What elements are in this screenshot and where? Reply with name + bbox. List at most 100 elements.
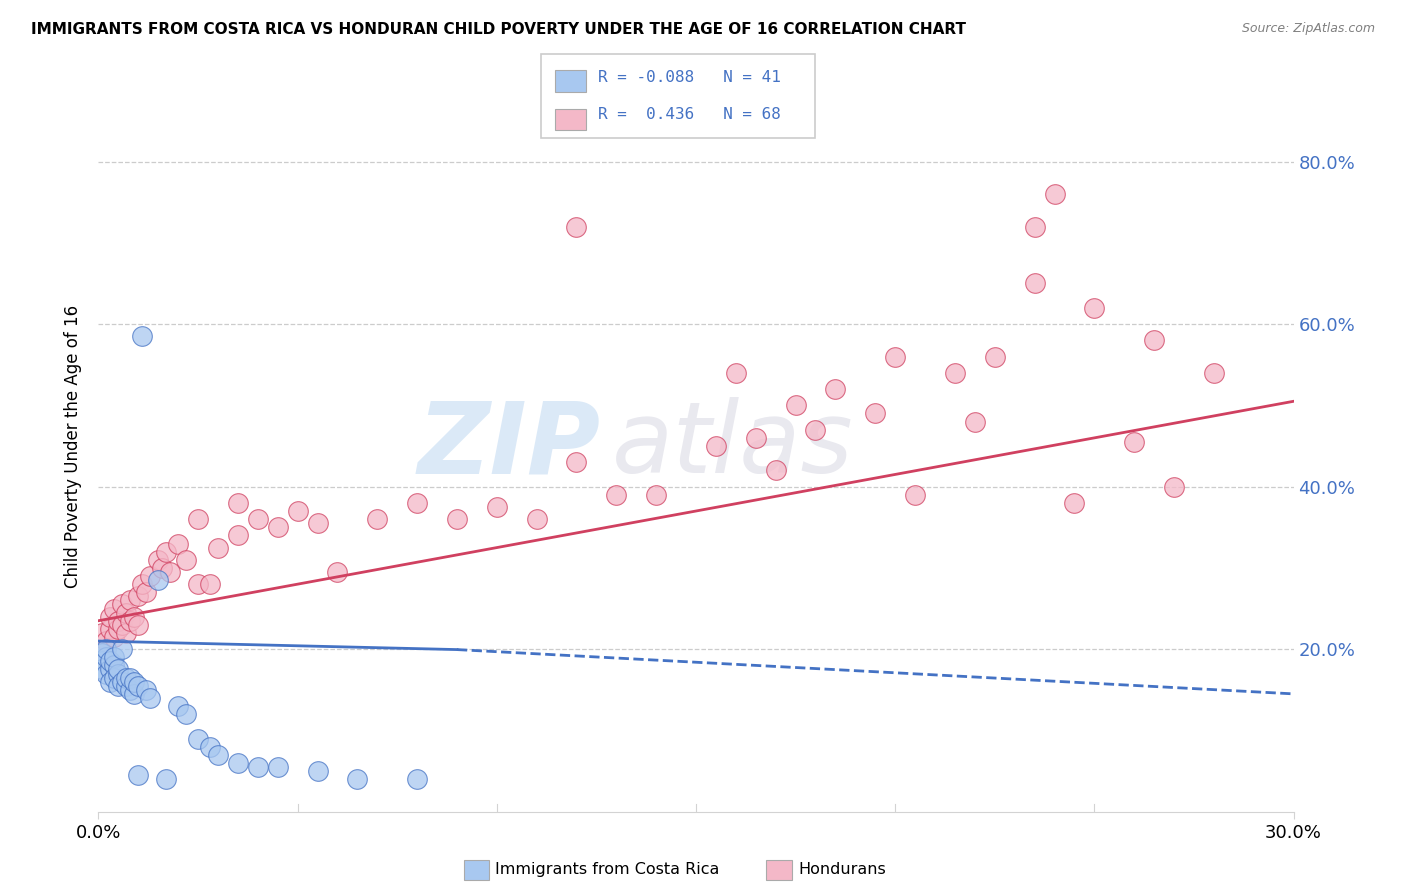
Point <box>96 650 118 665</box>
Point <box>1083 301 1105 315</box>
Point <box>120 593 142 607</box>
Point <box>150 561 173 575</box>
Point <box>96 642 118 657</box>
Point <box>1063 496 1085 510</box>
Point <box>207 541 229 555</box>
Point <box>207 747 229 762</box>
Point <box>148 553 170 567</box>
Point <box>307 516 329 531</box>
Point <box>131 329 153 343</box>
Point <box>167 699 190 714</box>
Point <box>1024 277 1046 291</box>
Point <box>724 366 747 380</box>
Point <box>107 679 129 693</box>
Point <box>804 423 827 437</box>
Point <box>127 679 149 693</box>
Point <box>226 756 249 770</box>
Point <box>111 598 134 612</box>
Point <box>1143 334 1166 348</box>
Point <box>120 682 142 697</box>
Point <box>307 764 329 778</box>
Point <box>98 622 122 636</box>
Point <box>96 634 118 648</box>
Point <box>565 455 588 469</box>
Point <box>904 488 927 502</box>
Point <box>91 663 114 677</box>
Point <box>148 573 170 587</box>
Point <box>174 553 197 567</box>
Point <box>366 512 388 526</box>
Point <box>246 760 269 774</box>
Point <box>127 590 149 604</box>
Point <box>824 382 846 396</box>
Point <box>226 528 249 542</box>
Point <box>1123 434 1146 449</box>
Point <box>111 617 134 632</box>
Point <box>107 614 129 628</box>
Point <box>865 407 887 421</box>
Point <box>98 674 122 689</box>
Point <box>91 646 114 660</box>
Point <box>226 496 249 510</box>
Point <box>406 496 429 510</box>
Point <box>198 577 221 591</box>
Text: IMMIGRANTS FROM COSTA RICA VS HONDURAN CHILD POVERTY UNDER THE AGE OF 16 CORRELA: IMMIGRANTS FROM COSTA RICA VS HONDURAN C… <box>31 22 966 37</box>
Point <box>267 760 290 774</box>
Point <box>127 617 149 632</box>
Point <box>155 544 177 558</box>
Point <box>198 739 221 754</box>
Point <box>103 650 125 665</box>
Point <box>115 679 138 693</box>
Point <box>1202 366 1225 380</box>
Point <box>745 431 768 445</box>
Point <box>155 772 177 787</box>
Point <box>287 504 309 518</box>
Point <box>1024 219 1046 234</box>
Text: ZIP: ZIP <box>418 398 600 494</box>
Text: atlas: atlas <box>613 398 853 494</box>
Text: R =  0.436   N = 68: R = 0.436 N = 68 <box>598 107 780 122</box>
Point <box>96 666 118 681</box>
Point <box>346 772 368 787</box>
Point <box>526 512 548 526</box>
Point <box>98 609 122 624</box>
Point <box>406 772 429 787</box>
Point <box>704 439 727 453</box>
Point <box>446 512 468 526</box>
Point <box>246 512 269 526</box>
Text: R = -0.088   N = 41: R = -0.088 N = 41 <box>598 70 780 85</box>
Point <box>107 622 129 636</box>
Point <box>984 350 1007 364</box>
Point <box>565 219 588 234</box>
Point <box>785 398 807 412</box>
Point <box>124 687 146 701</box>
Text: Immigrants from Costa Rica: Immigrants from Costa Rica <box>495 863 720 877</box>
Text: Hondurans: Hondurans <box>799 863 886 877</box>
Point <box>91 654 114 668</box>
Point <box>187 731 209 746</box>
Point <box>943 366 966 380</box>
Point <box>605 488 627 502</box>
Point <box>115 626 138 640</box>
Point <box>187 512 209 526</box>
Point <box>326 565 349 579</box>
Y-axis label: Child Poverty Under the Age of 16: Child Poverty Under the Age of 16 <box>65 304 83 588</box>
Point <box>107 666 129 681</box>
Point <box>120 671 142 685</box>
Point <box>115 671 138 685</box>
Point <box>124 609 146 624</box>
Point <box>139 569 162 583</box>
Point <box>98 663 122 677</box>
Point <box>174 707 197 722</box>
Point <box>127 768 149 782</box>
Point <box>103 671 125 685</box>
Point <box>91 626 114 640</box>
Point <box>120 614 142 628</box>
Point <box>1163 480 1185 494</box>
Point <box>485 500 508 514</box>
Point <box>111 642 134 657</box>
Point <box>1043 187 1066 202</box>
Point <box>103 630 125 644</box>
Point <box>131 577 153 591</box>
Point <box>107 663 129 677</box>
